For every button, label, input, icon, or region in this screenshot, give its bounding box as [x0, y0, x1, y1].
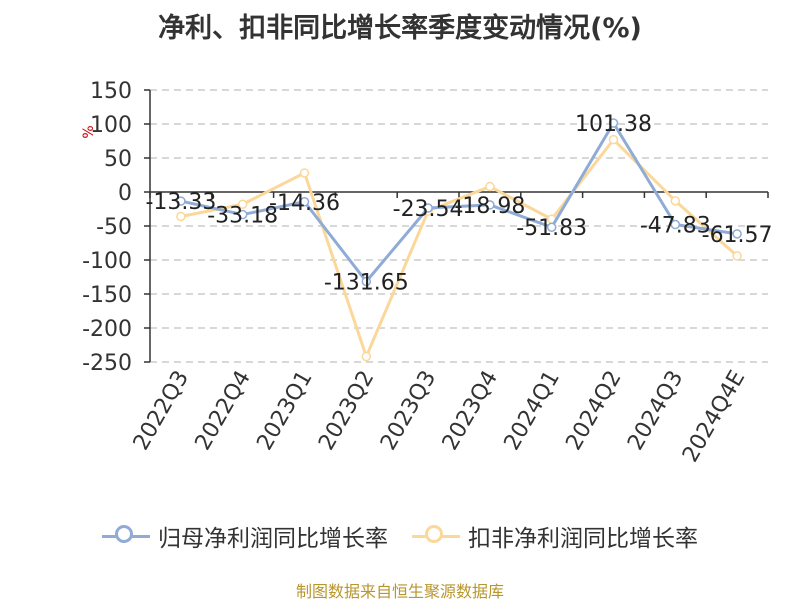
y-tick-label: 150 — [90, 79, 132, 104]
y-tick-label: 0 — [118, 181, 132, 206]
series-1-point — [299, 197, 310, 207]
data-label: -51.83 — [516, 216, 587, 241]
series-line-2 — [180, 138, 739, 359]
series-1-point — [670, 219, 681, 230]
series-1-point — [423, 203, 433, 213]
data-label: -23.54 — [393, 197, 464, 222]
series-2-point — [299, 168, 310, 178]
y-axis-unit-label: % — [81, 125, 97, 138]
x-tick-label: 2023Q3 — [376, 366, 441, 454]
grid-lines — [150, 89, 768, 363]
y-tick-label: -150 — [82, 283, 132, 308]
y-tick-label: 50 — [104, 147, 132, 172]
series-2-point — [176, 211, 186, 222]
data-labels: -13.33-33.18-14.36 -131.65 -23.54-18.98-51… — [145, 112, 772, 295]
data-label: -13.33 — [145, 190, 216, 215]
legend-label-series1: 归母净利润同比增长率 — [158, 526, 388, 552]
series-1-point — [361, 276, 372, 287]
series-2-point — [237, 199, 248, 209]
series-2-point — [670, 196, 681, 206]
series-1-point — [237, 209, 248, 220]
legend-item-series1[interactable]: 归母净利润同比增长率 — [102, 519, 388, 553]
series-1-point — [485, 200, 495, 210]
data-label: -14.36 — [269, 191, 340, 216]
x-tick-label: 2024Q1 — [500, 367, 565, 455]
x-tick-label: 2022Q3 — [129, 367, 194, 455]
y-tick-label: -250 — [82, 351, 132, 376]
chart-title: 净利、扣非同比增长率季度变动情况(%) — [158, 13, 642, 44]
axes: 150 100 50 0 -50 -100 -150 -200 -250% 2022Q32022Q… — [81, 79, 769, 467]
data-label: -33.18 — [207, 204, 278, 229]
legend: 归母净利润同比增长率 扣非净利润同比增长率 — [0, 516, 800, 556]
x-tick-label: 2023Q2 — [314, 367, 379, 455]
data-label: 101.38 — [575, 112, 652, 137]
legend-marker-series1-icon — [102, 524, 150, 548]
x-tick-label: 2022Q4 — [191, 367, 256, 455]
y-tick-label: 100 — [90, 113, 132, 138]
series — [176, 118, 742, 362]
legend-item-series2[interactable]: 扣非净利润同比增长率 — [412, 519, 698, 553]
data-label: -18.98 — [454, 194, 525, 219]
series-2-point — [732, 251, 742, 261]
data-label: -131.65 — [324, 271, 409, 296]
x-tick-label: 2024Q4E — [678, 367, 750, 467]
series-line-1 — [180, 121, 738, 284]
series-2-point — [608, 134, 619, 145]
series-1-point — [732, 229, 742, 239]
data-label: -61.57 — [702, 223, 773, 248]
legend-marker-series2-icon — [412, 524, 460, 548]
x-tick-label: 2023Q4 — [438, 367, 503, 455]
series-2-point — [361, 351, 372, 362]
x-tick-label: 2024Q3 — [623, 367, 688, 455]
legend-label-series2: 扣非净利润同比增长率 — [468, 526, 698, 552]
data-label: -47.83 — [640, 214, 711, 239]
series-2-point — [485, 181, 495, 192]
y-tick-label: -50 — [96, 215, 132, 240]
y-tick-label: -200 — [82, 317, 132, 342]
line-chart: 150 100 50 0 -50 -100 -150 -200 -250% 2022Q32022Q… — [81, 79, 773, 467]
series-1-point — [176, 196, 186, 206]
data-source-note: 制图数据来自恒生聚源数据库 — [295, 582, 504, 601]
y-tick-label: -100 — [82, 249, 132, 274]
series-1-point — [546, 222, 557, 232]
x-tick-label: 2023Q1 — [252, 367, 317, 455]
x-tick-label: 2024Q2 — [561, 367, 626, 455]
series-1-point — [608, 118, 619, 128]
